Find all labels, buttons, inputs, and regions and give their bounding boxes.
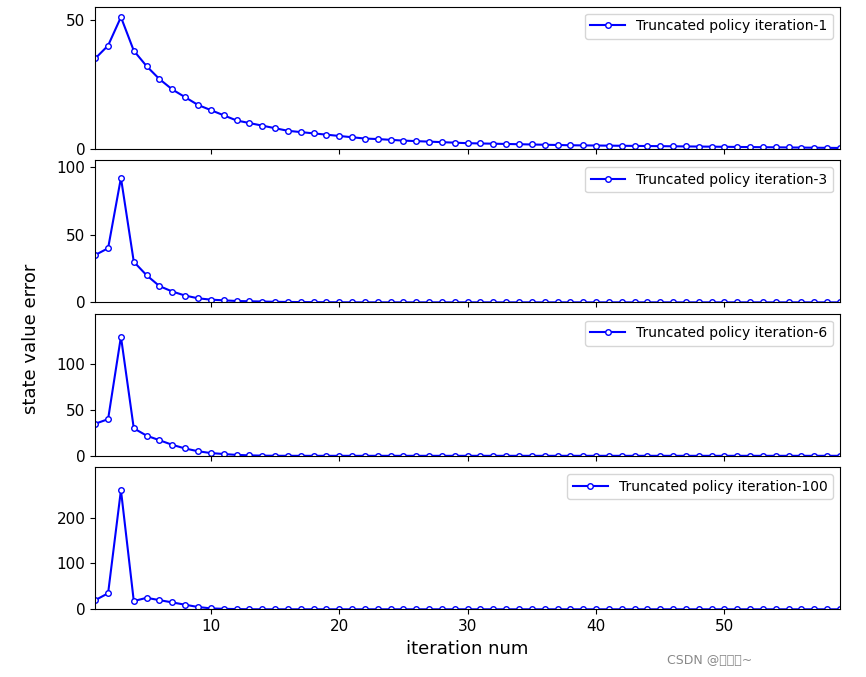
Legend: Truncated policy iteration-3: Truncated policy iteration-3 bbox=[585, 167, 833, 192]
Legend: Truncated policy iteration-1: Truncated policy iteration-1 bbox=[585, 14, 833, 39]
Legend: Truncated policy iteration-6: Truncated policy iteration-6 bbox=[585, 321, 833, 346]
Text: state value error: state value error bbox=[22, 263, 40, 414]
Legend: Truncated policy iteration-100: Truncated policy iteration-100 bbox=[567, 474, 833, 499]
X-axis label: iteration num: iteration num bbox=[406, 640, 529, 657]
Text: CSDN @大白菜~: CSDN @大白菜~ bbox=[667, 654, 752, 667]
